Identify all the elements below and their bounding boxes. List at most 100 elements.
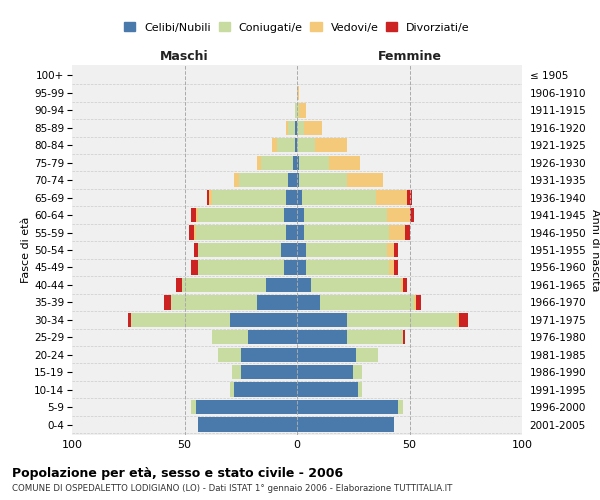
Bar (299, 103, 306, 118)
Bar (302, 190, 376, 205)
Bar (347, 312, 457, 327)
Bar (297, 138, 315, 152)
Bar (128, 312, 131, 327)
Bar (241, 365, 297, 380)
Bar (182, 278, 265, 292)
Bar (218, 348, 241, 362)
Bar (306, 260, 389, 274)
Bar (196, 208, 198, 222)
Bar (284, 260, 297, 274)
Bar (191, 400, 196, 414)
Bar (401, 278, 403, 292)
Bar (389, 260, 394, 274)
Bar (297, 400, 398, 414)
Bar (304, 208, 387, 222)
Bar (297, 173, 299, 188)
Bar (295, 103, 297, 118)
Text: Femmine: Femmine (377, 50, 442, 64)
Bar (288, 173, 297, 188)
Bar (241, 348, 297, 362)
Bar (212, 330, 248, 344)
Bar (212, 190, 286, 205)
Bar (229, 382, 234, 397)
Bar (277, 138, 295, 152)
Bar (403, 278, 407, 292)
Bar (193, 243, 198, 257)
Bar (311, 278, 401, 292)
Bar (347, 173, 383, 188)
Bar (353, 365, 362, 380)
Bar (191, 208, 196, 222)
Bar (403, 330, 405, 344)
Bar (234, 382, 297, 397)
Bar (304, 226, 389, 239)
Bar (306, 243, 387, 257)
Legend: Celibi/Nubili, Coniugati/e, Vedovi/e, Divorziati/e: Celibi/Nubili, Coniugati/e, Vedovi/e, Di… (121, 19, 473, 36)
Bar (248, 330, 297, 344)
Bar (191, 260, 198, 274)
Bar (198, 208, 284, 222)
Bar (394, 243, 398, 257)
Bar (288, 120, 295, 135)
Bar (293, 156, 297, 170)
Bar (196, 226, 286, 239)
Bar (176, 278, 182, 292)
Bar (297, 243, 306, 257)
Bar (261, 156, 293, 170)
Bar (281, 243, 297, 257)
Text: COMUNE DI OSPEDALETTO LODIGIANO (LO) - Dati ISTAT 1° gennaio 2006 - Elaborazione: COMUNE DI OSPEDALETTO LODIGIANO (LO) - D… (12, 484, 452, 493)
Bar (239, 173, 288, 188)
Bar (394, 260, 398, 274)
Bar (299, 173, 347, 188)
Bar (297, 382, 358, 397)
Bar (297, 330, 347, 344)
Bar (414, 295, 416, 310)
Bar (358, 382, 362, 397)
Bar (297, 312, 347, 327)
Bar (315, 138, 347, 152)
Bar (164, 295, 171, 310)
Bar (257, 156, 261, 170)
Y-axis label: Fasce di età: Fasce di età (22, 217, 31, 283)
Bar (297, 260, 306, 274)
Bar (416, 295, 421, 310)
Bar (295, 138, 297, 152)
Bar (131, 312, 229, 327)
Bar (297, 348, 355, 362)
Bar (297, 86, 299, 100)
Bar (196, 400, 297, 414)
Bar (272, 138, 277, 152)
Bar (297, 295, 320, 310)
Bar (355, 348, 378, 362)
Bar (299, 156, 329, 170)
Bar (389, 226, 405, 239)
Bar (297, 120, 304, 135)
Bar (329, 156, 360, 170)
Bar (229, 312, 297, 327)
Bar (407, 190, 412, 205)
Bar (387, 243, 394, 257)
Bar (320, 295, 414, 310)
Bar (297, 190, 302, 205)
Bar (297, 418, 394, 432)
Bar (286, 226, 297, 239)
Bar (297, 103, 299, 118)
Bar (297, 156, 299, 170)
Bar (376, 190, 407, 205)
Bar (405, 226, 409, 239)
Bar (295, 120, 297, 135)
Bar (234, 173, 239, 188)
Bar (198, 418, 297, 432)
Bar (304, 120, 322, 135)
Text: Popolazione per età, sesso e stato civile - 2006: Popolazione per età, sesso e stato civil… (12, 468, 343, 480)
Bar (347, 330, 403, 344)
Bar (457, 312, 459, 327)
Bar (171, 295, 257, 310)
Bar (284, 208, 297, 222)
Bar (459, 312, 468, 327)
Bar (265, 278, 297, 292)
Bar (398, 400, 403, 414)
Bar (209, 190, 212, 205)
Bar (198, 260, 284, 274)
Bar (409, 208, 414, 222)
